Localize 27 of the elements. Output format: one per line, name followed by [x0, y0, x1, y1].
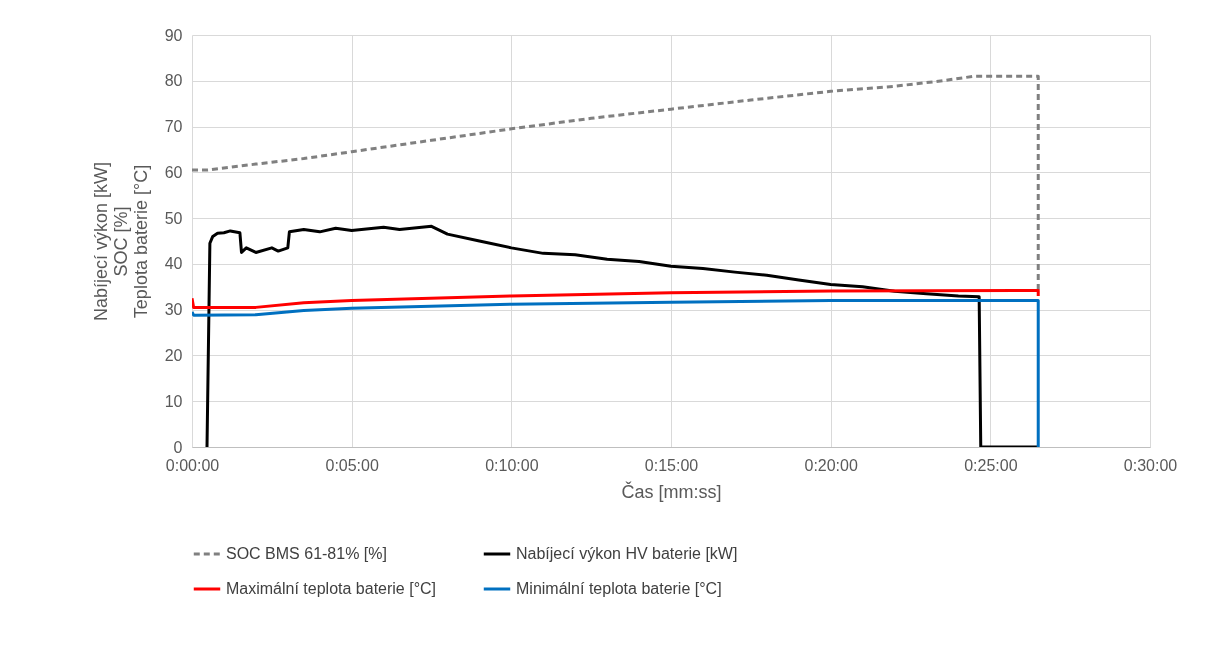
- x-axis-title: Čas [mm:ss]: [621, 480, 722, 502]
- y-tick-label: 10: [164, 392, 183, 410]
- y-axis-title: Nabíjecí výkon [kW] SOC [%] Teplota baterie [°C]: [90, 161, 151, 322]
- x-tick-label: 0:15:00: [644, 456, 699, 474]
- y-tick-label: 60: [164, 163, 183, 181]
- line-series: [192, 288, 1040, 309]
- x-tick-label: 0:10:00: [485, 456, 539, 474]
- line-series: [192, 299, 1040, 447]
- line-series: [205, 224, 1040, 447]
- x-tick-label: 0:30:00: [1123, 456, 1178, 474]
- x-tick-label: 0:00:00: [165, 456, 220, 474]
- legend-label: Nabíjecí výkon HV baterie [kW]: [516, 545, 738, 562]
- x-tick-label: 0:25:00: [964, 456, 1018, 474]
- y-tick-label: 20: [164, 346, 183, 364]
- legend-label: Maximální teplota baterie [°C]: [226, 580, 437, 597]
- y-tick-label: 50: [164, 209, 183, 227]
- y-tick-label: 30: [164, 301, 183, 319]
- x-tick-label: 0:05:00: [325, 456, 379, 474]
- y-tick-label: 70: [164, 118, 183, 136]
- x-tick-label: 0:20:00: [804, 456, 858, 474]
- legend-label: SOC BMS 61-81% [%]: [226, 545, 387, 562]
- legend-label: Minimální teplota baterie [°C]: [516, 580, 722, 597]
- y-tick-label: 0: [173, 438, 183, 456]
- y-tick-label: 80: [164, 72, 183, 90]
- y-tick-label: 40: [164, 255, 183, 273]
- line-series: [192, 74, 1040, 293]
- y-tick-label: 90: [164, 26, 183, 44]
